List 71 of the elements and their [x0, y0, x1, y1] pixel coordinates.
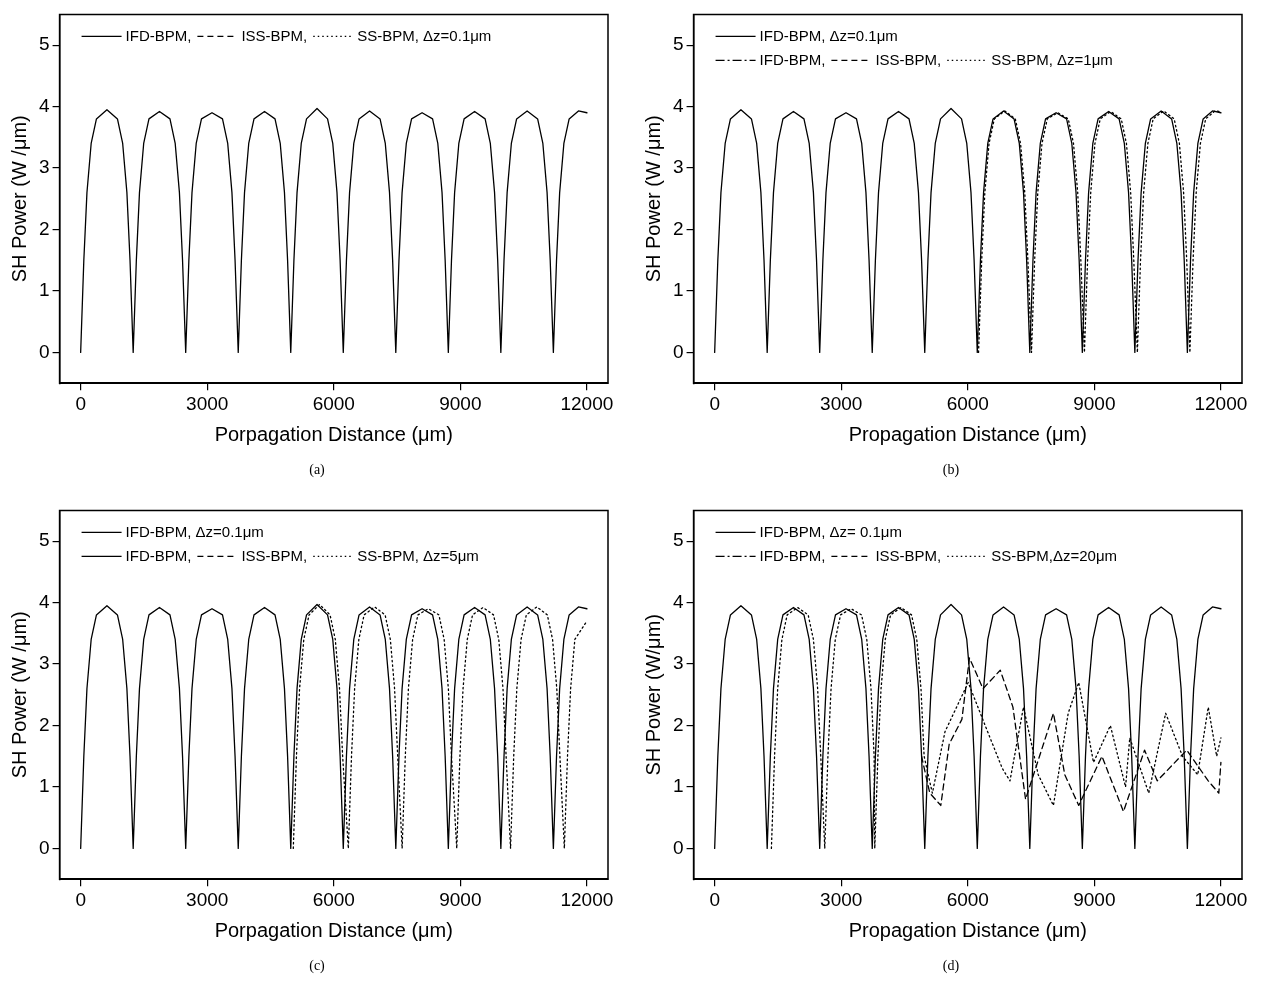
x-tick-label: 12000: [560, 392, 614, 414]
y-tick-label: 3: [672, 156, 684, 178]
y-axis-title: SH Power (W /μm): [641, 115, 664, 283]
y-axis-title: SH Power (W /μm): [7, 611, 30, 779]
x-axis-title: Porpagation Distance (μm): [214, 918, 453, 941]
y-tick-label: 3: [672, 652, 684, 674]
y-tick-label: 1: [38, 279, 50, 301]
x-tick-label: 3000: [820, 392, 863, 414]
y-axis-title: SH Power (W /μm): [7, 115, 30, 283]
y-tick-label: 1: [672, 279, 684, 301]
legend-label: ISS-BPM,: [875, 50, 942, 68]
x-tick-label: 9000: [439, 888, 482, 910]
y-tick-label: 5: [38, 529, 50, 551]
text: (b): [941, 462, 961, 478]
legend-label: IFD-BPM, Δz=0.1μm: [125, 522, 264, 540]
y-tick-label: 2: [38, 713, 50, 735]
y-tick-label: 5: [672, 529, 684, 551]
legend-label: ISS-BPM,: [241, 546, 308, 564]
x-tick-label: 6000: [312, 392, 355, 414]
legend-label: IFD-BPM,: [759, 546, 826, 564]
x-tick-label: 12000: [1194, 888, 1248, 910]
legend-label: SS-BPM, Δz=1μm: [991, 50, 1113, 68]
y-tick-label: 5: [672, 33, 684, 55]
y-tick-label: 1: [672, 775, 684, 797]
x-axis-title: Propagation Distance (μm): [848, 422, 1087, 445]
x-tick-label: 3000: [186, 888, 229, 910]
y-tick-label: 3: [38, 652, 50, 674]
x-axis-title: Porpagation Distance (μm): [214, 422, 453, 445]
y-tick-label: 0: [38, 836, 50, 858]
x-tick-label: 9000: [1073, 392, 1116, 414]
legend-label: ISS-BPM,: [875, 546, 942, 564]
x-tick-label: 12000: [560, 888, 614, 910]
y-tick-label: 4: [38, 590, 50, 612]
legend-label: IFD-BPM, Δz=0.1μm: [759, 26, 898, 44]
x-tick-label: 6000: [312, 888, 355, 910]
x-tick-label: 9000: [1073, 888, 1116, 910]
legend-label: IFD-BPM,: [759, 50, 826, 68]
legend-label: IFD-BPM,: [125, 26, 192, 44]
text: (a): [308, 462, 326, 478]
y-tick-label: 2: [672, 217, 684, 239]
legend-label: IFD-BPM,: [125, 546, 192, 564]
legend-label: SS-BPM,Δz=20μm: [991, 546, 1118, 564]
text: (c): [308, 958, 326, 974]
y-tick-label: 3: [38, 156, 50, 178]
y-tick-label: 2: [672, 713, 684, 735]
x-tick-label: 0: [709, 392, 720, 414]
x-tick-label: 0: [75, 392, 86, 414]
y-tick-label: 0: [672, 340, 684, 362]
y-tick-label: 0: [672, 836, 684, 858]
y-axis-title: SH Power (W/μm): [641, 614, 664, 776]
x-tick-label: 3000: [186, 392, 229, 414]
legend-label: SS-BPM, Δz=5μm: [357, 546, 479, 564]
y-tick-label: 5: [38, 33, 50, 55]
y-tick-label: 4: [38, 94, 50, 116]
legend-label: ISS-BPM,: [241, 26, 308, 44]
y-tick-label: 1: [38, 775, 50, 797]
x-tick-label: 3000: [820, 888, 863, 910]
y-tick-label: 4: [672, 590, 684, 612]
x-tick-label: 0: [75, 888, 86, 910]
x-tick-label: 6000: [946, 888, 989, 910]
y-tick-label: 0: [38, 340, 50, 362]
x-tick-label: 9000: [439, 392, 482, 414]
y-tick-label: 4: [672, 94, 684, 116]
y-tick-label: 2: [38, 217, 50, 239]
x-tick-label: 12000: [1194, 392, 1248, 414]
x-tick-label: 0: [709, 888, 720, 910]
legend-label: SS-BPM, Δz=0.1μm: [357, 26, 492, 44]
x-tick-label: 6000: [946, 392, 989, 414]
legend-label: IFD-BPM, Δz= 0.1μm: [759, 522, 902, 540]
text: (d): [941, 958, 961, 974]
x-axis-title: Propagation Distance (μm): [848, 918, 1087, 941]
